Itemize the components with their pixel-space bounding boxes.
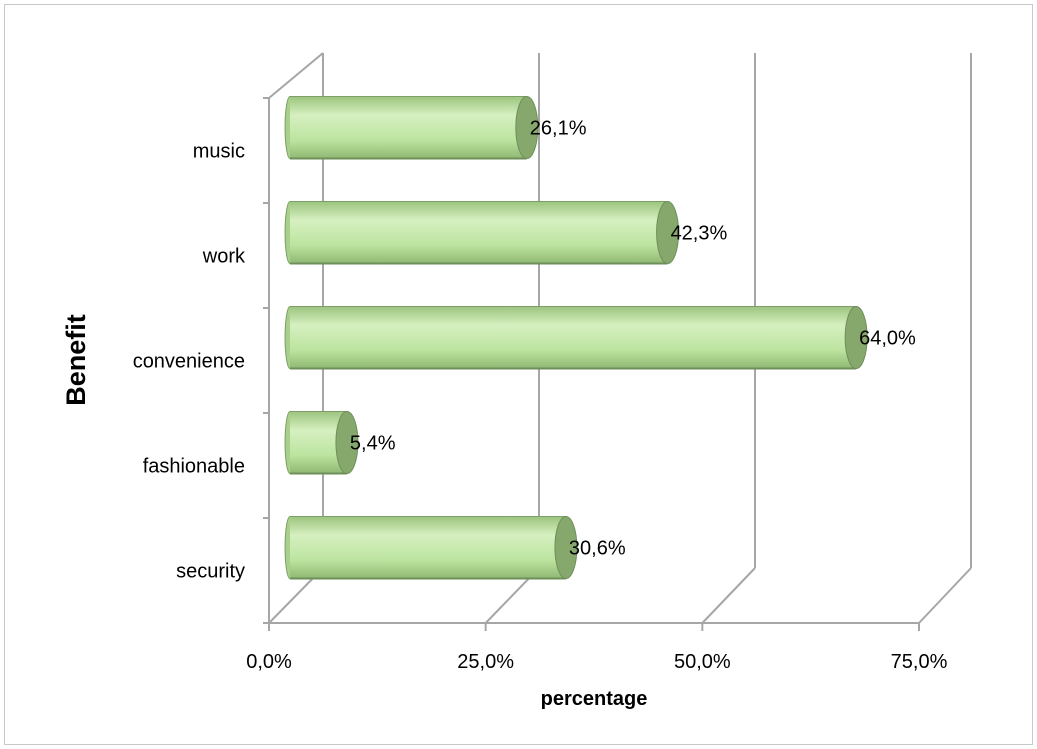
- data-label-music: 26,1%: [530, 118, 587, 140]
- y-tick-label-music: music: [193, 141, 245, 163]
- labels: 0,0% 25,0% 50,0% 75,0% security 30,6% fashiona…: [133, 118, 948, 674]
- bar-chart: 0,0% 25,0% 50,0% 75,0% security 30,6% fashiona…: [61, 52, 972, 710]
- gridline-floor: [701, 567, 756, 624]
- bar-end-cap: [554, 516, 578, 579]
- bar-security: [290, 516, 566, 579]
- bar-end-cap: [656, 201, 680, 264]
- chart-frame: 0,0% 25,0% 50,0% 75,0% security 30,6% fashiona…: [4, 4, 1033, 745]
- y-tick-label-convenience: convenience: [133, 351, 245, 373]
- bar-work: [290, 201, 668, 264]
- y-axis-top-slant: [268, 52, 324, 99]
- y-tick-label-work: work: [202, 246, 246, 268]
- data-label-convenience: 64,0%: [859, 328, 916, 350]
- x-tick-label: 25,0%: [457, 651, 514, 673]
- x-tick-label: 50,0%: [674, 651, 731, 673]
- gridline-floor: [918, 567, 972, 624]
- y-tick-label-security: security: [176, 561, 245, 583]
- bar-music: [290, 96, 527, 159]
- x-axis-label: percentage: [541, 688, 648, 710]
- data-label-fashionable: 5,4%: [350, 433, 396, 455]
- y-tick-label-fashionable: fashionable: [143, 456, 245, 478]
- bars: [284, 96, 868, 580]
- x-tick-label: 0,0%: [246, 651, 292, 673]
- y-axis-label: Benefit: [61, 314, 91, 406]
- bar-end-cap: [335, 411, 359, 474]
- data-label-work: 42,3%: [671, 223, 728, 245]
- bar-end-cap: [515, 96, 539, 159]
- gridlines: [263, 52, 972, 631]
- bar-end-cap: [844, 306, 868, 369]
- data-label-security: 30,6%: [569, 538, 626, 560]
- x-tick-label: 75,0%: [891, 651, 948, 673]
- bar-convenience: [290, 306, 857, 369]
